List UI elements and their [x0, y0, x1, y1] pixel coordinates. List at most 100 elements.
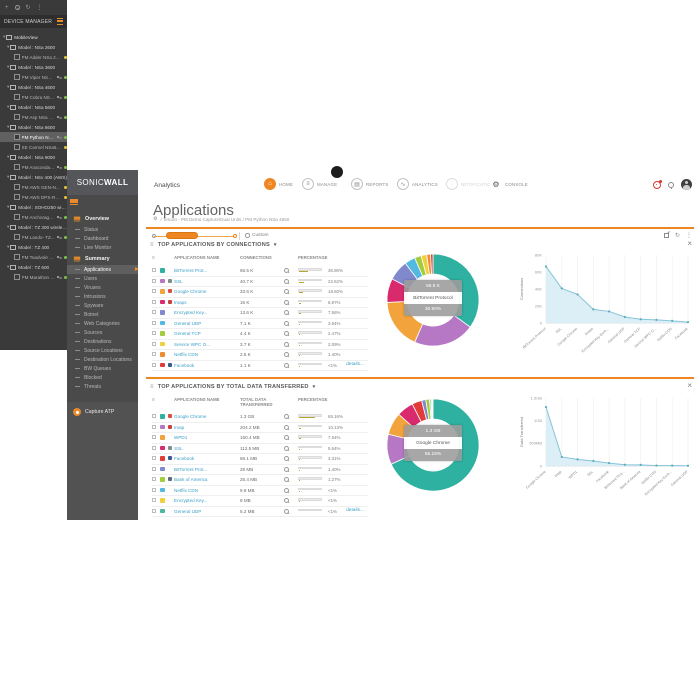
gear-icon[interactable]: ⚙: [153, 216, 158, 222]
tree-group[interactable]: ▾ Model : NSa 9000: [0, 152, 67, 162]
row-checkbox[interactable]: [152, 424, 156, 429]
topnav-home[interactable]: ⌂ HOME: [264, 178, 293, 190]
nav-item-blocked[interactable]: Blocked: [67, 373, 138, 382]
tree-group[interactable]: ▾ Model : NSv 400 (AWS): [0, 172, 67, 182]
table-row[interactable]: Service WPC O... 3.7 K 2.09%: [152, 340, 368, 350]
magnifier-icon[interactable]: [284, 331, 289, 336]
topnav-analytics[interactable]: ∿ ANALYTICS: [397, 178, 438, 190]
table-row[interactable]: SSL 112.5 MB 5.64%: [152, 444, 368, 454]
magnifier-icon[interactable]: [284, 352, 289, 357]
row-checkbox[interactable]: [152, 352, 156, 356]
device-checkbox[interactable]: [14, 134, 20, 140]
alert-icon[interactable]: [653, 179, 662, 189]
device-checkbox[interactable]: [14, 144, 20, 150]
nav-burger-icon[interactable]: [70, 199, 78, 206]
device-checkbox[interactable]: [14, 54, 20, 60]
tree-caret-icon[interactable]: ▾: [7, 154, 10, 159]
table-row[interactable]: WPD1 150.4 MB 7.54%: [152, 433, 368, 444]
tree-device[interactable]: PM Anaconda ...: [0, 162, 67, 172]
table-row[interactable]: Imap 204.2 MB 10.13%: [152, 423, 368, 433]
tree-caret-icon[interactable]: ▾: [7, 224, 10, 229]
tree-group[interactable]: ▾ Model : NSa 2600: [0, 42, 67, 52]
magnifier-icon[interactable]: [284, 278, 289, 284]
close-section-button[interactable]: ×: [687, 239, 692, 248]
connections-donut-chart[interactable]: [378, 245, 488, 355]
topnav-notifications[interactable]: ◌ NOTIFICATIONS: [446, 178, 497, 190]
row-checkbox[interactable]: [152, 435, 156, 439]
row-checkbox[interactable]: [152, 487, 156, 492]
select-all-icon[interactable]: ≡: [152, 397, 155, 403]
app-name-link[interactable]: Encrypted Key...: [174, 310, 208, 315]
tree-group[interactable]: ▾ Model : TZ 400: [0, 242, 67, 252]
app-name-link[interactable]: Imap: [174, 424, 185, 430]
nav-item-destinations[interactable]: Destinations: [67, 337, 138, 346]
nav-item-capture-atp[interactable]: Capture ATP: [67, 402, 138, 416]
table-row[interactable]: Encrypted Key... 8 MB <1%: [152, 496, 368, 507]
tree-caret-icon[interactable]: ▾: [7, 124, 10, 129]
tree-caret-icon[interactable]: ▾: [7, 44, 10, 49]
app-name-link[interactable]: Google Chrome: [174, 289, 207, 294]
app-name-link[interactable]: BitTorrent Prot...: [174, 466, 208, 472]
tree-group[interactable]: ▾ Model : NSa 3600: [0, 62, 67, 72]
table-row[interactable]: Facebook 66.1 MB 3.31%: [152, 454, 368, 465]
nav-item-web-categories[interactable]: Web Categories: [67, 319, 138, 328]
search-icon[interactable]: [14, 5, 20, 10]
tree-group[interactable]: ▾ Model : TZ 600: [0, 262, 67, 272]
donut-slice[interactable]: [431, 398, 434, 420]
donut-slice[interactable]: [430, 253, 434, 275]
nav-item-bw-queues[interactable]: BW Queues: [67, 364, 138, 373]
row-checkbox[interactable]: [152, 341, 156, 346]
magnifier-icon[interactable]: [284, 289, 289, 294]
row-checkbox[interactable]: [152, 362, 156, 367]
table-row[interactable]: Imaps 16 K 8.87%: [152, 298, 368, 308]
row-checkbox[interactable]: [152, 445, 156, 450]
app-name-link[interactable]: Netflix CDN: [174, 487, 198, 493]
app-name-link[interactable]: WPD1: [174, 435, 188, 440]
app-name-link[interactable]: BitTorrent Prot...: [174, 268, 208, 273]
table-row[interactable]: Encrypted Key... 13.6 K 7.56%: [152, 308, 368, 319]
table-row[interactable]: Netflix CDN 9.8 MB <1%: [152, 486, 368, 496]
section-header[interactable]: ≡ TOP APPLICATIONS BY CONNECTIONS ▾: [150, 242, 277, 248]
magnifier-icon[interactable]: [284, 466, 289, 472]
tree-device[interactable]: PM Anchorage ...: [0, 212, 67, 222]
table-row[interactable]: Bank of America 25.4 MB 1.27%: [152, 475, 368, 486]
app-name-link[interactable]: General UDP: [174, 320, 202, 326]
table-row[interactable]: General UDP 5.2 MB <1%: [152, 507, 368, 517]
nav-item-threats[interactable]: Threats: [67, 382, 138, 391]
nav-item-live-monitor[interactable]: Live Monitor: [67, 243, 138, 252]
row-checkbox[interactable]: [152, 289, 156, 293]
table-row[interactable]: BitTorrent Prot... 66.5 K 36.90%: [152, 266, 368, 277]
nav-item-spyware[interactable]: Spyware: [67, 301, 138, 310]
tree-group[interactable]: ▾ Model : TZ 300 wireless-..: [0, 222, 67, 232]
collapse-tree-icon[interactable]: [57, 18, 63, 25]
device-manager-header[interactable]: DEVICE MANAGER: [0, 15, 67, 28]
device-checkbox[interactable]: [14, 234, 20, 240]
app-name-link[interactable]: Bank of America: [174, 477, 208, 482]
table-row[interactable]: Netflix CDN 2.5 K 1.40%: [152, 350, 368, 361]
row-checkbox[interactable]: [152, 466, 156, 471]
tree-caret-icon[interactable]: ▾: [7, 174, 10, 179]
tree-caret-icon[interactable]: ▾: [7, 64, 10, 69]
nav-item-viruses[interactable]: Viruses: [67, 283, 138, 292]
nav-item-applications[interactable]: Applications: [67, 265, 139, 274]
section-header[interactable]: ≡ TOP APPLICATIONS BY TOTAL DATA TRANSFE…: [150, 384, 316, 390]
table-row[interactable]: SSL 40.7 K 22.62%: [152, 277, 368, 287]
device-checkbox[interactable]: [14, 184, 20, 190]
app-name-link[interactable]: Google Chrome: [174, 414, 207, 419]
select-all-icon[interactable]: ≡: [152, 255, 155, 261]
tree-device[interactable]: PM Toadvole T...: [0, 252, 67, 262]
row-checkbox[interactable]: [152, 498, 156, 502]
magnifier-icon[interactable]: [284, 341, 289, 347]
device-checkbox[interactable]: [14, 74, 20, 80]
tree-caret-icon[interactable]: ▾: [7, 104, 10, 109]
nav-item-users[interactable]: Users: [67, 274, 138, 283]
table-row[interactable]: BitTorrent Prot... 28 MB 1.40%: [152, 465, 368, 475]
topnav-console[interactable]: ⚙ CONSOLE: [490, 178, 528, 190]
row-checkbox[interactable]: [152, 299, 156, 304]
app-name-link[interactable]: Facebook: [174, 456, 195, 461]
magnifier-icon[interactable]: [284, 487, 289, 493]
row-checkbox[interactable]: [152, 278, 156, 283]
nav-item-intrusions[interactable]: Intrusions: [67, 292, 138, 301]
row-checkbox[interactable]: [152, 320, 156, 325]
tree-caret-icon[interactable]: ▾: [7, 204, 10, 209]
